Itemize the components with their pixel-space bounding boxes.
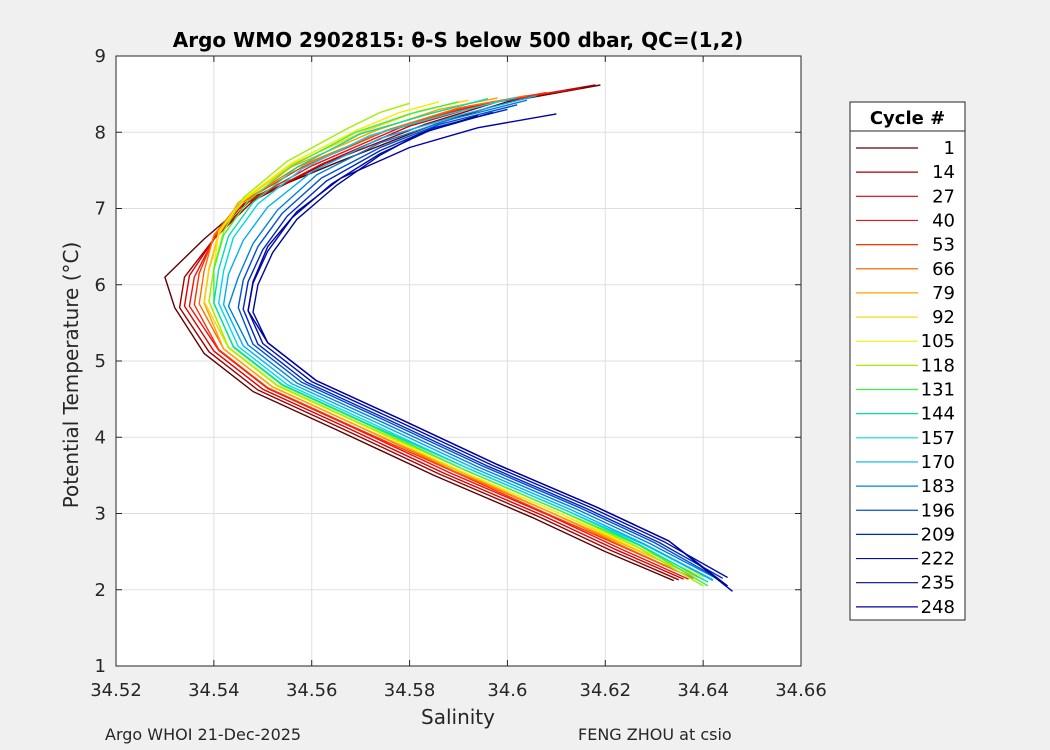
x-tick-label: 34.56 xyxy=(286,680,338,701)
y-tick-label: 7 xyxy=(95,199,106,220)
legend-label-cycle-66: 66 xyxy=(932,259,955,280)
series-line-cycle-170 xyxy=(222,94,714,581)
legend-label-cycle-118: 118 xyxy=(921,355,955,376)
series-line-cycle-248 xyxy=(247,113,733,592)
legend-label-cycle-170: 170 xyxy=(921,452,955,473)
x-tick-label: 34.52 xyxy=(90,680,142,701)
y-tick-label: 6 xyxy=(95,275,106,296)
chart-title: Argo WMO 2902815: θ-S below 500 dbar, QC… xyxy=(173,28,743,52)
series-line-cycle-183 xyxy=(227,99,719,580)
legend-label-cycle-157: 157 xyxy=(921,428,955,449)
axes: 34.52 34.54 34.56 34.58 34.6 34.62 34.64 34.66 1… xyxy=(90,46,827,701)
legend-label-cycle-14: 14 xyxy=(932,162,955,183)
legend-label-cycle-1: 1 xyxy=(944,138,955,159)
y-tick-label: 2 xyxy=(95,580,106,601)
series-line-cycle-79 xyxy=(203,97,699,579)
legend-label-cycle-144: 144 xyxy=(921,404,955,425)
series-line-cycle-209 xyxy=(242,108,724,579)
series-line-cycle-53 xyxy=(193,91,694,579)
legend-label-cycle-131: 131 xyxy=(921,380,955,401)
legend-label-cycle-183: 183 xyxy=(921,476,955,497)
series-line-cycle-14 xyxy=(178,84,679,581)
series-line-cycle-157 xyxy=(217,96,714,582)
x-axis-label: Salinity xyxy=(421,705,495,729)
legend-label-cycle-79: 79 xyxy=(932,283,955,304)
series-line-cycle-40 xyxy=(188,89,689,580)
legend-label-cycle-196: 196 xyxy=(921,500,955,521)
footer-right-text: FENG ZHOU at csio xyxy=(578,725,732,744)
x-tick-label: 34.54 xyxy=(188,680,240,701)
legend-label-cycle-235: 235 xyxy=(921,573,955,594)
y-tick-label: 3 xyxy=(95,504,106,525)
legend-label-cycle-222: 222 xyxy=(921,549,955,570)
legend-label-cycle-209: 209 xyxy=(921,524,955,545)
legend-label-cycle-27: 27 xyxy=(932,186,955,207)
y-axis-label: Potential Temperature (°C) xyxy=(59,242,83,509)
x-tick-label: 34.62 xyxy=(580,680,632,701)
y-tick-label: 9 xyxy=(95,46,106,67)
x-tick-label: 34.66 xyxy=(775,680,827,701)
legend-box xyxy=(849,101,966,621)
y-tick-label: 8 xyxy=(95,122,106,143)
y-tick-label: 1 xyxy=(95,656,106,677)
y-tick-label: 4 xyxy=(95,427,106,448)
legend-label-cycle-40: 40 xyxy=(932,210,955,231)
series-lines xyxy=(164,84,733,592)
x-tick-label: 34.58 xyxy=(384,680,436,701)
legend-label-cycle-248: 248 xyxy=(921,597,955,618)
y-tick-label: 5 xyxy=(95,351,106,372)
series-line-cycle-1 xyxy=(164,84,675,582)
footer-left-text: Argo WHOI 21-Dec-2025 xyxy=(105,725,302,744)
x-tick-label: 34.64 xyxy=(677,680,729,701)
legend: Cycle # 1 14 27 40 53 66 79 92 105 118 131 144 157 170… xyxy=(849,101,966,621)
legend-title: Cycle # xyxy=(870,108,945,129)
legend-label-cycle-105: 105 xyxy=(921,331,955,352)
legend-label-cycle-92: 92 xyxy=(932,307,955,328)
x-tick-label: 34.6 xyxy=(487,680,527,701)
series-line-cycle-196 xyxy=(237,104,719,579)
legend-label-cycle-53: 53 xyxy=(932,235,955,256)
